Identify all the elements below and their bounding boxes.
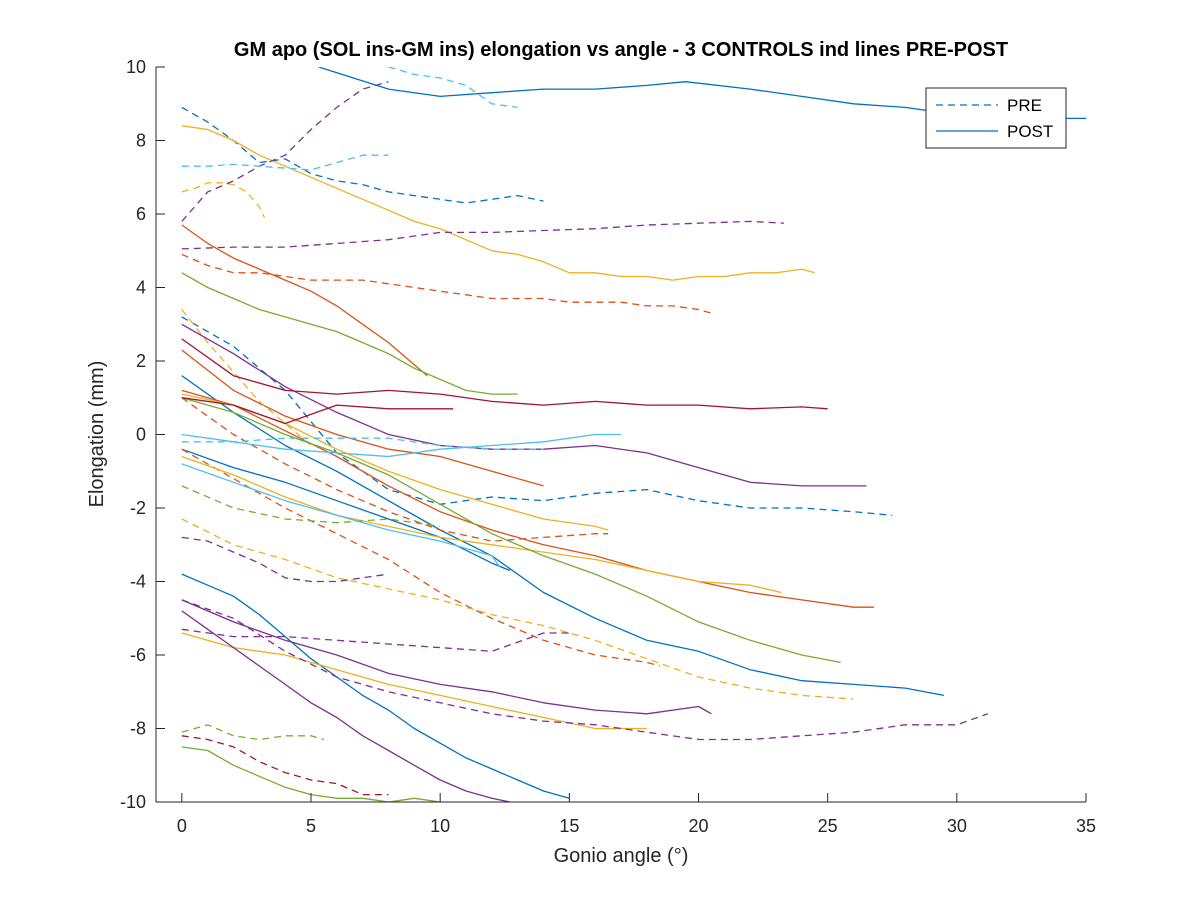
series-line-1-dashed [181,106,544,204]
series-line-9-dashed [181,448,660,667]
series-line-27-solid [181,610,511,802]
series-line-36-solid [181,433,621,458]
y-tick-label: -8 [130,719,146,739]
series-line-38-dashed [181,735,389,796]
series-line-8-dashed [181,397,609,542]
series-line-22-dashed [181,536,389,583]
legend: PRE POST [925,87,1067,149]
y-tick-label: 0 [136,425,146,445]
legend-post-label: POST [1007,122,1053,141]
y-axis-label: Elongation (mm) [86,361,108,508]
x-tick-label: 5 [306,816,316,836]
y-tick-label: -6 [130,645,146,665]
series-line-28-dashed [181,724,325,741]
x-tick-label: 25 [818,816,838,836]
series-line-23-dashed [181,599,989,741]
series-line-5-solid [181,573,570,799]
series-line-30-solid [181,272,518,395]
y-tick-label: -2 [130,498,146,518]
series-line-26-solid [181,599,712,715]
series-line-15-dashed [181,518,854,700]
x-tick-label: 20 [688,816,708,836]
series-line-40-solid [181,397,454,425]
series-line-39-solid [181,338,828,410]
x-tick-label: 10 [430,816,450,836]
x-tick-label: 35 [1076,816,1096,836]
x-tick-label: 0 [177,816,187,836]
series-line-21-dashed [181,220,784,250]
y-tick-label: 8 [136,131,146,151]
series-line-14-dashed [181,309,312,446]
chart-title: GM apo (SOL ins-GM ins) elongation vs an… [234,39,1008,61]
series-line-33-dashed [181,154,389,171]
y-tick-label: 4 [136,278,146,298]
series-line-35-dashed [181,437,544,450]
series-line-12-solid [181,389,875,608]
y-tick-label: 2 [136,351,146,371]
y-tick-label: -10 [120,792,146,812]
series-line-2-dashed [181,316,893,516]
series-line-13-dashed [181,182,266,218]
series-line-20-dashed [181,81,389,222]
series-line-16-solid [181,125,815,281]
x-tick-label: 15 [559,816,579,836]
y-tick-label: 10 [126,57,146,77]
series-line-34-dashed [388,67,518,109]
x-axis-label: Gonio angle (°) [554,845,689,867]
series-line-7-dashed [181,253,712,314]
series-line-24-dashed [181,628,570,652]
series-line-29-dashed [181,485,441,528]
series-line-37-solid [181,463,501,568]
series-line-18-solid [181,455,782,594]
x-tick-label: 30 [947,816,967,836]
y-tick-label: -4 [130,572,146,592]
series-line-10-solid [181,224,428,377]
series-line-6-solid [181,448,511,572]
legend-pre-label: PRE [1007,96,1042,115]
axes-layer: 0 5 10 15 20 25 30 35 -10 -8 -6 -4 -2 0 2 4 6 8 10 [120,57,1096,836]
y-tick-label: 6 [136,204,146,224]
series-line-11-solid [181,349,544,487]
series-line-4-solid [181,375,945,697]
legend-box [925,87,1067,149]
